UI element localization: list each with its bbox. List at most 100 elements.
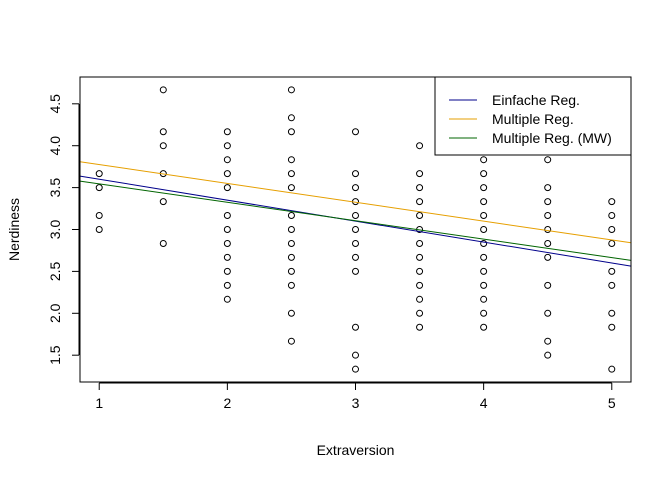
y-tick-label: 4.5	[47, 94, 63, 114]
data-point	[223, 239, 231, 247]
x-axis-title: Extraversion	[317, 442, 395, 458]
x-tick-label: 2	[223, 395, 231, 411]
data-point	[352, 170, 359, 178]
legend-box	[434, 76, 632, 156]
data-point	[287, 86, 295, 94]
points-layer	[95, 86, 616, 373]
data-point	[352, 323, 359, 331]
data-point	[223, 142, 231, 150]
data-point	[287, 337, 295, 345]
y-axis-title: Nerdiness	[6, 198, 22, 261]
x-tick-label: 5	[608, 395, 616, 411]
data-point	[352, 253, 359, 261]
data-point	[223, 184, 231, 192]
data-point	[352, 267, 359, 275]
data-point	[544, 337, 552, 345]
data-point	[544, 309, 552, 317]
data-point	[287, 239, 295, 247]
data-point	[544, 281, 552, 289]
data-point	[416, 267, 424, 275]
data-point	[352, 212, 359, 220]
data-point	[352, 184, 359, 192]
data-point	[416, 184, 424, 192]
data-point	[287, 212, 295, 220]
data-point	[416, 142, 424, 150]
y-tick-label: 2.5	[47, 261, 63, 281]
data-point	[608, 198, 616, 206]
y-tick-label: 3.0	[47, 220, 63, 240]
data-point	[287, 170, 295, 178]
data-point	[159, 198, 167, 206]
data-point	[480, 267, 488, 275]
data-point	[480, 198, 488, 206]
data-point	[416, 253, 424, 261]
data-point	[287, 184, 295, 192]
data-point	[544, 212, 552, 220]
data-point	[287, 309, 295, 317]
data-point	[95, 170, 103, 178]
data-point	[480, 309, 488, 317]
data-point	[608, 281, 616, 289]
y-tick-label: 2.0	[47, 303, 63, 323]
data-point	[352, 128, 359, 136]
data-point	[608, 323, 616, 331]
x-tick-label: 3	[352, 395, 360, 411]
data-point	[416, 212, 424, 220]
data-point	[223, 267, 231, 275]
data-point	[544, 239, 552, 247]
data-point	[416, 309, 424, 317]
data-point	[287, 281, 295, 289]
legend: Einfache Reg. Multiple Reg. Multiple Reg. …	[434, 76, 632, 156]
data-point	[352, 351, 359, 359]
data-point	[416, 295, 424, 303]
data-point	[608, 239, 616, 247]
data-point	[608, 226, 616, 233]
data-point	[223, 170, 231, 178]
data-point	[287, 267, 295, 275]
regression-line	[79, 180, 632, 261]
legend-label: Einfache Reg.	[492, 92, 580, 108]
data-point	[480, 226, 488, 233]
data-point	[223, 295, 231, 303]
data-point	[480, 184, 488, 192]
x-tick-label: 1	[95, 395, 103, 411]
regression-line	[79, 161, 632, 244]
data-point	[480, 295, 488, 303]
data-point	[352, 365, 359, 373]
data-point	[544, 226, 552, 233]
data-point	[608, 267, 616, 275]
data-point	[480, 253, 488, 261]
data-point	[416, 323, 424, 331]
data-point	[480, 156, 488, 164]
data-point	[480, 281, 488, 289]
data-point	[608, 309, 616, 317]
data-point	[416, 239, 424, 247]
data-point	[608, 365, 616, 373]
y-tick-label: 1.5	[47, 345, 63, 365]
data-point	[159, 86, 167, 94]
data-point	[223, 253, 231, 261]
data-point	[544, 198, 552, 206]
data-point	[480, 323, 488, 331]
data-point	[416, 281, 424, 289]
data-point	[544, 351, 552, 359]
y-axis: 1.5 2.0 2.5 3.0 3.5 4.0 4.5	[47, 94, 80, 365]
data-point	[287, 226, 295, 233]
data-point	[352, 239, 359, 247]
data-point	[544, 184, 552, 192]
data-point	[223, 156, 231, 164]
data-point	[159, 239, 167, 247]
data-point	[95, 184, 103, 192]
data-point	[287, 128, 295, 136]
y-tick-label: 3.5	[47, 178, 63, 198]
data-point	[608, 212, 616, 220]
data-point	[287, 114, 295, 122]
legend-label: Multiple Reg.	[492, 111, 574, 127]
plot-frame	[79, 76, 632, 383]
data-point	[159, 128, 167, 136]
data-point	[544, 253, 552, 261]
data-point	[544, 156, 552, 164]
data-point	[159, 142, 167, 150]
data-point	[480, 170, 488, 178]
